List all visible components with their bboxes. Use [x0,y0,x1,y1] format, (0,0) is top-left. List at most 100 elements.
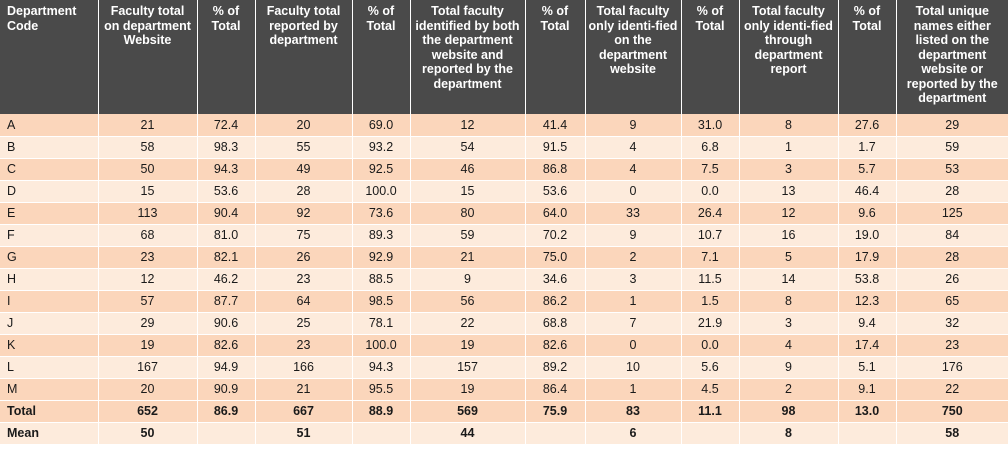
table-cell: 19 [410,378,526,401]
header-pct-website-only: % of Total [681,0,740,114]
table-cell: 5 [739,246,839,269]
table-cell: 89.3 [352,224,411,247]
table-cell: 94.3 [197,158,256,181]
row-label: H [0,268,99,291]
table-cell: 8 [739,422,839,445]
table-cell: 28 [255,180,353,203]
table-cell: 2 [739,378,839,401]
table-row: F 68 81.0 75 89.3 59 70.2 9 10.7 16 19.0 84 [0,224,1008,247]
table-cell: 59 [410,224,526,247]
table-cell: 50 [98,158,198,181]
table-cell [352,422,411,445]
header-pct-reported: % of Total [352,0,411,114]
total-row: Total 652 86.9 667 88.9 569 75.9 83 11.1 98 13.0 75… [0,400,1008,423]
table-cell: 41.4 [525,114,586,137]
table-cell: 26 [896,268,1008,291]
table-cell: 88.5 [352,268,411,291]
table-cell: 65 [896,290,1008,313]
header-faculty-both: Total faculty identified by both the dep… [410,0,526,114]
table-cell: 0.0 [681,334,740,357]
table-cell: 652 [98,400,198,423]
table-cell: 32 [896,312,1008,335]
table-cell: 22 [410,312,526,335]
table-cell: 12 [739,202,839,225]
table-row: M 20 90.9 21 95.5 19 86.4 1 4.5 2 9.1 22 [0,378,1008,401]
table-cell: 93.2 [352,136,411,159]
table-cell: 49 [255,158,353,181]
table-cell: 9 [585,114,682,137]
table-row: J 29 90.6 25 78.1 22 68.8 7 21.9 3 9.4 32 [0,312,1008,335]
table-cell: 19.0 [838,224,897,247]
table-cell: 4 [585,158,682,181]
table-cell: 88.9 [352,400,411,423]
table-cell: 21 [410,246,526,269]
table-cell: 176 [896,356,1008,379]
table-cell: 86.2 [525,290,586,313]
table-cell: 20 [98,378,198,401]
table-cell: 26.4 [681,202,740,225]
row-label: Total [0,400,99,423]
table-cell: 6 [585,422,682,445]
table-cell: 53.8 [838,268,897,291]
table-cell: 1 [585,378,682,401]
table-cell: 84 [896,224,1008,247]
table-cell: 86.4 [525,378,586,401]
table-row: C 50 94.3 49 92.5 46 86.8 4 7.5 3 5.7 53 [0,158,1008,181]
header-department-code: Department Code [0,0,99,114]
table-cell: 4 [739,334,839,357]
header-report-only: Total faculty only identi-fied through d… [739,0,839,114]
table-cell: 569 [410,400,526,423]
table-cell: 13 [739,180,839,203]
table-cell: 17.4 [838,334,897,357]
row-label: K [0,334,99,357]
table-row: H 12 46.2 23 88.5 9 34.6 3 11.5 14 53.8 26 [0,268,1008,291]
table-cell: 90.6 [197,312,256,335]
table-cell: 9.6 [838,202,897,225]
header-row: Department Code Faculty total on departm… [0,0,1008,114]
table-cell: 92.9 [352,246,411,269]
table-row: A 21 72.4 20 69.0 12 41.4 9 31.0 8 27.6 29 [0,114,1008,137]
table-cell: 98.3 [197,136,256,159]
table-cell: 667 [255,400,353,423]
table-cell: 21.9 [681,312,740,335]
row-label: L [0,356,99,379]
table-cell: 34.6 [525,268,586,291]
table-cell: 81.0 [197,224,256,247]
table-cell: 3 [585,268,682,291]
table-row: K 19 82.6 23 100.0 19 82.6 0 0.0 4 17.4 23 [0,334,1008,357]
table-cell: 73.6 [352,202,411,225]
table-cell: 51 [255,422,353,445]
table-cell: 3 [739,312,839,335]
table-cell: 5.1 [838,356,897,379]
table-cell: 68.8 [525,312,586,335]
table-cell: 53 [896,158,1008,181]
table-cell: 15 [98,180,198,203]
row-label: Mean [0,422,99,445]
table-cell: 2 [585,246,682,269]
table-cell: 3 [739,158,839,181]
table-cell: 87.7 [197,290,256,313]
table-cell: 57 [98,290,198,313]
row-label: J [0,312,99,335]
row-label: E [0,202,99,225]
table-cell: 9.1 [838,378,897,401]
table-cell: 98 [739,400,839,423]
table-cell: 9 [739,356,839,379]
header-unique-names: Total unique names either listed on the … [896,0,1008,114]
table-row: D 15 53.6 28 100.0 15 53.6 0 0.0 13 46.4 28 [0,180,1008,203]
header-pct-report-only: % of Total [838,0,897,114]
table-cell: 5.7 [838,158,897,181]
table-cell: 86.8 [525,158,586,181]
table-cell: 11.5 [681,268,740,291]
table-cell: 23 [255,334,353,357]
table-cell: 1 [739,136,839,159]
table-cell: 750 [896,400,1008,423]
table-cell: 13.0 [838,400,897,423]
table-row: E 113 90.4 92 73.6 80 64.0 33 26.4 12 9.6 125 [0,202,1008,225]
table-cell: 8 [739,114,839,137]
table-cell: 72.4 [197,114,256,137]
table-cell: 68 [98,224,198,247]
table-cell: 166 [255,356,353,379]
table-cell: 1 [585,290,682,313]
table-cell [838,422,897,445]
